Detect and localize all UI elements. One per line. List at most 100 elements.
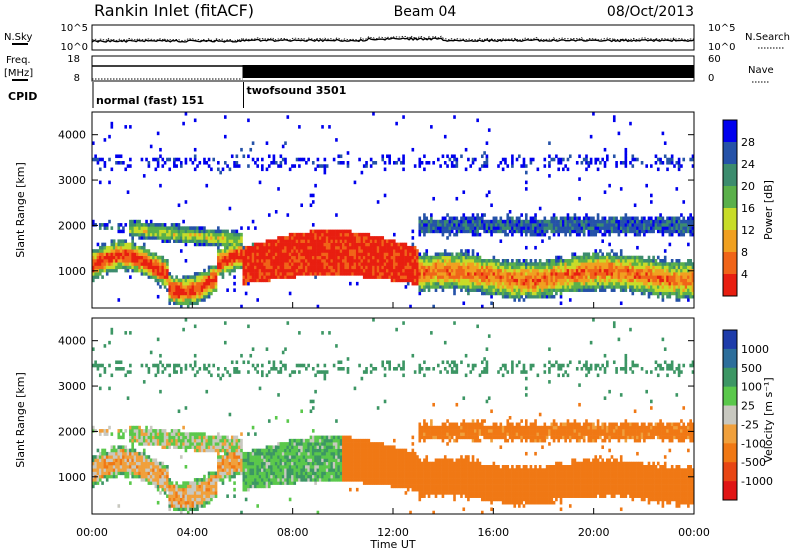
power-cell — [555, 219, 558, 224]
power-cell — [235, 232, 239, 237]
power-cell — [524, 219, 528, 224]
power-cell — [203, 242, 206, 247]
power-cell — [184, 278, 188, 283]
velocity-cell — [191, 445, 195, 449]
power-cell — [575, 216, 579, 221]
power-cell — [214, 285, 218, 289]
power-cell — [612, 262, 616, 266]
power-cell — [411, 252, 415, 257]
power-cell — [557, 219, 561, 224]
power-cell — [675, 223, 679, 227]
power-cell — [263, 268, 266, 273]
velocity-cell — [168, 478, 172, 482]
power-cell — [582, 262, 586, 266]
power-cell — [330, 252, 334, 257]
power-cell — [376, 272, 380, 276]
power-cell — [455, 265, 459, 270]
power-cell — [548, 285, 551, 289]
power-cell — [504, 262, 507, 266]
power-cell — [552, 262, 556, 266]
velocity-cell — [117, 458, 121, 463]
power-cell — [108, 268, 111, 273]
power-cell — [360, 170, 364, 175]
power-cell — [524, 216, 528, 221]
power-cell — [221, 249, 225, 253]
power-cell — [256, 268, 260, 273]
power-cell — [406, 275, 410, 279]
power-cell — [393, 249, 396, 253]
power-cell — [450, 161, 454, 165]
power-cell — [529, 272, 533, 276]
power-cell — [501, 281, 505, 286]
power-cell — [149, 262, 153, 266]
power-cell — [529, 281, 533, 286]
power-cell — [191, 301, 195, 306]
velocity-cell — [117, 360, 121, 365]
power-cell — [284, 242, 287, 247]
velocity-cell — [149, 438, 153, 443]
power-cell — [494, 288, 498, 292]
velocity-cell — [94, 458, 97, 463]
power-cell — [633, 219, 637, 224]
power-cell — [376, 252, 380, 257]
power-cell — [420, 262, 424, 266]
velocity-cell — [168, 487, 172, 492]
power-cell — [196, 232, 199, 237]
power-cell — [545, 259, 549, 263]
power-cell — [480, 304, 484, 309]
velocity-cell — [179, 500, 183, 505]
power-cell — [240, 147, 243, 152]
power-cell — [265, 272, 269, 276]
power-cell — [332, 245, 336, 250]
power-cell — [677, 272, 681, 276]
power-cell — [650, 281, 653, 286]
power-cell — [663, 268, 667, 273]
power-cell — [606, 275, 609, 279]
power-cell — [138, 219, 141, 224]
velocity-cell — [135, 425, 139, 430]
power-cell — [596, 272, 600, 276]
power-cell — [133, 219, 137, 224]
power-cell — [599, 265, 602, 270]
velocity-cell — [166, 481, 169, 485]
power-cell — [372, 275, 375, 279]
power-cell — [365, 259, 368, 263]
power-cell — [203, 226, 206, 230]
power-cell — [388, 249, 391, 253]
power-cell — [386, 262, 389, 266]
power-cell — [464, 288, 468, 292]
power-cell — [629, 268, 632, 273]
power-cell — [487, 219, 491, 224]
power-cell — [267, 268, 271, 273]
power-cell — [233, 245, 236, 250]
velocity-cell — [166, 471, 169, 476]
velocity-cell — [103, 448, 107, 453]
power-cell — [309, 232, 313, 237]
power-cell — [321, 262, 324, 266]
power-cell — [587, 285, 591, 289]
power-cell — [469, 278, 473, 283]
power-cell — [441, 252, 445, 257]
power-cell — [643, 262, 646, 266]
power-cell — [594, 157, 598, 162]
power-cell — [305, 161, 308, 165]
power-cell — [504, 281, 507, 286]
power-cell — [362, 249, 366, 253]
power-cell — [184, 285, 188, 289]
power-cell — [501, 268, 505, 273]
power-cell — [550, 265, 554, 270]
power-cell — [411, 268, 415, 273]
velocity-cell — [96, 363, 100, 368]
power-cell — [494, 219, 498, 224]
power-cell — [622, 259, 625, 263]
power-cell — [480, 265, 484, 270]
power-cell — [524, 294, 528, 299]
velocity-cell — [159, 429, 162, 433]
power-cell — [219, 272, 222, 276]
power-cell — [684, 229, 688, 234]
power-cell — [443, 272, 447, 276]
power-cell — [325, 268, 329, 273]
power-cell — [240, 245, 243, 250]
power-cell — [406, 245, 410, 250]
power-cell — [485, 154, 489, 159]
